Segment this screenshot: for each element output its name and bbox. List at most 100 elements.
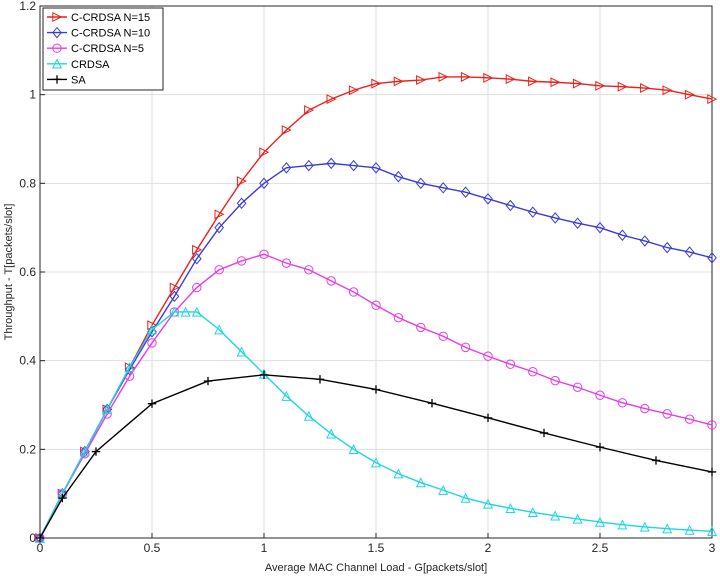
data-point (35, 533, 45, 543)
y-tick-label: 0.4 (19, 354, 36, 368)
data-point (684, 246, 695, 258)
data-point (214, 265, 224, 275)
data-point (639, 521, 650, 532)
data-point (550, 77, 561, 88)
data-point (505, 359, 516, 369)
data-point (684, 524, 695, 535)
data-point (326, 94, 337, 105)
data-point (259, 177, 269, 190)
data-point (550, 510, 561, 521)
data-point (416, 322, 426, 333)
data-point (438, 181, 449, 194)
data-point (348, 85, 359, 96)
data-point (460, 342, 471, 353)
data-point (191, 306, 202, 317)
x-tick-label: 1.5 (368, 541, 385, 555)
data-point (348, 287, 359, 297)
legend-label: C-CRDSA N=10 (71, 28, 150, 40)
data-point (91, 447, 101, 456)
data-point (370, 457, 382, 468)
data-point (58, 493, 67, 503)
data-point (572, 382, 583, 392)
data-point (146, 324, 158, 335)
data-point (281, 125, 292, 136)
y-tick-label: 0.2 (19, 442, 36, 456)
legend-label: SA (71, 74, 86, 86)
data-point (281, 162, 292, 174)
axes: 0 0.5 1 1.5 2 2.5 3 0 0.2 0.4 0.6 0.8 1 1.2 (19, 0, 715, 555)
data-point (214, 324, 225, 335)
data-point (640, 403, 650, 414)
legend-label: C-CRDSA N=5 (71, 43, 144, 55)
series-line (39, 162, 713, 539)
data-point (572, 78, 583, 89)
data-point (415, 177, 426, 190)
data-point (617, 229, 628, 241)
data-point (572, 217, 583, 230)
data-point (707, 94, 718, 105)
data-point (259, 147, 270, 158)
data-point (684, 89, 695, 100)
x-tick-label: 1 (261, 541, 268, 555)
data-point (303, 159, 314, 172)
data-point (348, 444, 359, 455)
y-tick-label: 0 (29, 531, 36, 545)
data-point (371, 300, 381, 310)
series-3 (34, 306, 718, 543)
data-point (80, 449, 90, 459)
legend-box (42, 7, 164, 91)
data-point (326, 157, 337, 170)
series-4 (35, 370, 717, 543)
data-point (505, 74, 516, 85)
series-line (39, 253, 713, 539)
data-point (684, 414, 695, 424)
data-point (639, 235, 650, 247)
x-tick-label: 2 (485, 541, 492, 555)
data-point (326, 428, 337, 439)
data-point (505, 199, 516, 212)
data-point (460, 492, 471, 503)
series-layer (34, 71, 718, 544)
data-point (304, 265, 314, 275)
y-tick-label: 1 (29, 88, 36, 102)
x-tick-label: 0.5 (144, 541, 161, 555)
data-point (203, 376, 213, 386)
data-point (438, 484, 449, 495)
series-line (39, 374, 713, 539)
data-point (169, 290, 180, 303)
data-point (35, 532, 45, 544)
series-line (39, 311, 713, 539)
data-point (505, 502, 516, 513)
data-point (594, 516, 606, 527)
data-point (595, 390, 605, 400)
data-point (662, 409, 672, 419)
data-point (707, 467, 717, 477)
data-point (281, 258, 292, 268)
data-point (393, 312, 404, 323)
data-point (528, 76, 539, 87)
legend-marker (52, 43, 62, 53)
data-point (706, 526, 718, 537)
data-point (371, 78, 382, 89)
data-point (662, 241, 673, 254)
data-point (124, 361, 135, 373)
data-point (550, 375, 560, 386)
data-point (595, 221, 605, 234)
data-point (662, 85, 673, 96)
x-tick-label: 0 (37, 541, 44, 555)
data-point (371, 162, 381, 174)
data-point (438, 71, 449, 82)
data-point (147, 399, 157, 408)
data-point (482, 498, 494, 509)
data-point (281, 390, 292, 401)
data-point (707, 420, 717, 430)
data-point (191, 252, 202, 265)
data-point (617, 398, 628, 408)
x-tick-label: 3 (709, 541, 716, 555)
data-point (102, 404, 113, 415)
data-point (192, 244, 203, 255)
data-point (180, 306, 191, 317)
data-point (651, 456, 661, 465)
data-point (483, 193, 493, 205)
data-point (236, 346, 247, 357)
